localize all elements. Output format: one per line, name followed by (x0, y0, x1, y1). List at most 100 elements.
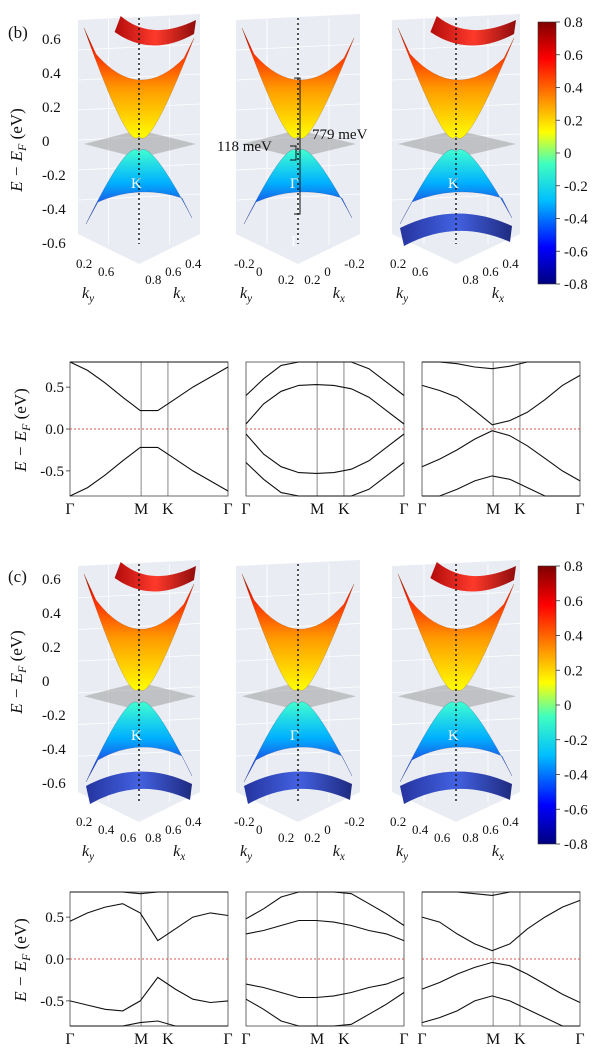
k-point-label: Γ (290, 728, 299, 744)
kx-axis-label-main: kx (492, 285, 504, 305)
z-tick-label: -0.4 (42, 742, 66, 758)
valence-band-surface (243, 701, 353, 783)
band-plot-frame (421, 891, 581, 1027)
z-tick-label: -0.2 (42, 708, 66, 724)
colorbar-tick-label: 0.4 (564, 81, 583, 97)
lower-extra-band (86, 771, 192, 804)
y-axis-b-tick-label: 0.5 (45, 380, 64, 396)
y-axis-b-tick-label: -0.5 (40, 464, 64, 480)
upper-extra-band (430, 16, 516, 46)
ky-axis-label-sub: y (402, 851, 408, 863)
colorbar-tick-label: -0.8 (564, 837, 588, 853)
y-axis-b-tick-label: 0.0 (45, 422, 64, 438)
x-tick-label: Γ (575, 1031, 584, 1048)
ky-axis-label-sub: y (246, 851, 252, 863)
upper-extra-band (114, 562, 196, 592)
kx-axis-label-main: kx (333, 843, 345, 863)
ky-tick-label: 0.6 (120, 830, 137, 845)
band-plot-frame (69, 891, 229, 1027)
band-line (421, 430, 581, 482)
ky-axis-label-sub: y (88, 851, 94, 863)
kx-axis-label-main: kx (333, 285, 345, 305)
ky-axis-label-main: ky (240, 285, 252, 305)
ky-tick-label: 0.2 (76, 814, 92, 829)
kx-axis-label: kx (492, 285, 504, 305)
x-tick-label: M (486, 501, 500, 518)
ky-tick-label: 0.4 (98, 822, 115, 837)
z-tick-label: 0.6 (42, 32, 61, 48)
colorbar-tick-label: -0.6 (564, 802, 588, 818)
kx-tick-label: 0.4 (185, 814, 202, 829)
colorbar-tick-label: 0.6 (564, 48, 583, 64)
conduction-band-surface (83, 573, 195, 691)
valence-band-surface (399, 701, 513, 783)
ky-tick-label: 0.2 (278, 272, 294, 287)
band-plot-frame (421, 361, 581, 497)
band-line (245, 384, 405, 425)
panel-b-label: (b) (8, 23, 28, 42)
kx-axis-label: kx (173, 843, 185, 863)
y-axis-c-tick-label: 0.0 (45, 952, 64, 968)
band-line (421, 374, 581, 426)
k-point-label: Γ (290, 176, 299, 192)
fermi-plane (84, 130, 196, 158)
kx-axis-label-sub: x (498, 851, 504, 863)
colorbar-tick-label: 0.6 (564, 594, 583, 610)
x-tick-label: Γ (399, 501, 408, 518)
z-tick-label: 0.2 (42, 100, 61, 116)
x-tick-label: Γ (65, 501, 74, 518)
energy-axis-label-c2d-unit: (eV) (11, 918, 30, 953)
x-tick-label: Γ (241, 1031, 250, 1048)
ky-axis-label: ky (240, 285, 252, 305)
band-line (245, 361, 405, 396)
z-tick-label: 0 (42, 134, 50, 150)
kx-tick-label: 0 (324, 822, 331, 837)
band-line (421, 995, 580, 1027)
fermi-plane (84, 682, 196, 711)
k-point-label: K (448, 176, 459, 192)
x-tick-label: M (134, 1031, 148, 1048)
x-tick-label: Γ (241, 501, 250, 518)
fermi-plane (398, 130, 516, 158)
ky-tick-label: 0.6 (412, 264, 429, 279)
band-plot-frame (69, 361, 229, 497)
kx-axis-label-sub: x (179, 293, 185, 305)
gap-annotation-779: 779 meV (312, 127, 368, 143)
x-tick-label: Γ (399, 1031, 408, 1048)
lower-extra-band (400, 771, 512, 804)
z-tick-label: -0.2 (42, 168, 66, 184)
surface-plot-c-left: K0.20.40.6 0.80.60.4ky kx (76, 560, 202, 863)
ky-axis-label-sub: y (246, 293, 252, 305)
surface-plot-c-center: Γ-0.200.2 0.20-0.2ky kx (234, 560, 365, 863)
colorbar-tick-label: -0.4 (564, 212, 588, 228)
kx-tick-label: 0.6 (482, 264, 499, 279)
kx-tick-label: 0 (324, 264, 331, 279)
x-tick-label: K (514, 1031, 526, 1048)
ky-tick-label: 0 (256, 822, 263, 837)
ky-tick-label: 0.2 (278, 830, 294, 845)
energy-axis-label-c2d-sub: F (19, 953, 33, 962)
x-tick-label: Γ (223, 501, 232, 518)
kx-tick-label: 0.2 (304, 830, 320, 845)
conduction-band-surface (397, 573, 515, 691)
ky-tick-label: -0.2 (234, 256, 255, 271)
ky-axis-label-main: ky (396, 843, 408, 863)
surface-plot-c-right: K0.20.40.6 0.80.60.4ky kx (390, 560, 521, 863)
colorbar-tick-label: 0.8 (564, 15, 583, 31)
kx-tick-label: 0.6 (165, 264, 182, 279)
energy-axis-label-b3d-main: E − E (7, 150, 26, 192)
x-tick-label: M (486, 1031, 500, 1048)
kx-axis-label-main: kx (492, 843, 504, 863)
kx-tick-label: 0.8 (145, 272, 161, 287)
kx-axis-label-main: kx (173, 285, 185, 305)
ky-tick-label: 0 (256, 264, 263, 279)
colorbar-b: 0.8 0.6 0.4 0.2 0 -0.2 -0.4 -0.6 -0.8 (537, 15, 588, 293)
energy-axis-label-b2d-main: E − E (11, 430, 30, 472)
ky-axis-label-sub: y (88, 293, 94, 305)
band-line (245, 433, 405, 474)
kx-tick-label: 0.4 (185, 256, 202, 271)
energy-axis-label-b2d-unit: (eV) (11, 388, 30, 423)
energy-axis-label-b3d-sub: F (15, 143, 29, 152)
